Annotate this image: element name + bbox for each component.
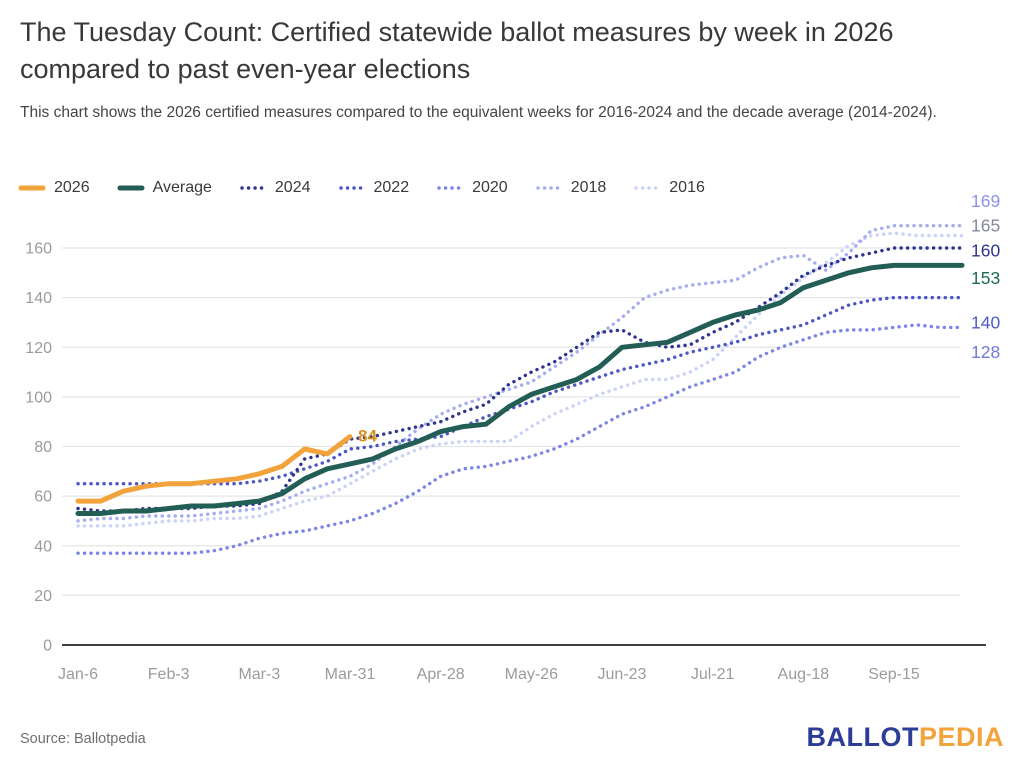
- y-tick-label: 140: [25, 290, 52, 307]
- series-end-label-153: 153: [971, 268, 1000, 288]
- legend-label: 2020: [472, 179, 508, 196]
- y-tick-label: 60: [34, 489, 52, 506]
- legend-item-2018: 2018: [535, 179, 607, 197]
- series-end-label-169: 169: [971, 191, 1000, 211]
- x-tick-label: Mar-31: [325, 666, 376, 683]
- legend-swatch-2018: [535, 186, 562, 190]
- y-tick-label: 100: [25, 389, 52, 406]
- series-line-2026: [75, 434, 353, 504]
- legend-swatch-2022: [338, 186, 365, 190]
- annotation-2026-value: 84: [358, 427, 377, 446]
- logo-text-pedia: PEDIA: [918, 722, 1004, 752]
- logo-text-ballot: BALLOT: [806, 722, 919, 752]
- series-line-2024: [76, 246, 964, 513]
- x-tick-label: Apr-28: [417, 666, 465, 683]
- series-line-2020: [76, 323, 964, 555]
- legend-swatch-average: [117, 185, 145, 191]
- x-tick-label: Jul-21: [691, 666, 735, 683]
- legend-label: 2026: [54, 179, 90, 196]
- legend-swatch-2020: [437, 186, 463, 190]
- y-tick-label: 0: [43, 638, 52, 655]
- series-end-label-128: 128: [971, 342, 1000, 362]
- legend-item-average: Average: [117, 179, 212, 197]
- chart-title: The Tuesday Count: Certified statewide b…: [20, 17, 894, 84]
- legend-swatch-2024: [240, 186, 266, 190]
- legend-item-2020: 2020: [436, 179, 508, 197]
- x-tick-label: Jan-6: [58, 666, 98, 683]
- legend-swatch-2026: [18, 185, 46, 191]
- legend-item-2022: 2022: [338, 179, 410, 197]
- x-tick-label: May-26: [505, 666, 558, 683]
- series-end-label-140: 140: [971, 312, 1000, 332]
- y-tick-label: 160: [25, 241, 52, 258]
- y-tick-label: 80: [34, 439, 52, 456]
- y-tick-label: 20: [34, 588, 52, 605]
- series-line-average: [75, 262, 965, 516]
- series-end-label-160: 160: [971, 240, 1000, 260]
- chart-legend: 2026 Average 2024 2022 2020 2018 2016: [18, 179, 705, 197]
- source-credit: Source: Ballotpedia: [20, 731, 146, 747]
- series-line-2022: [76, 295, 964, 486]
- ballotpedia-logo: BALLOTPEDIA: [806, 722, 1004, 753]
- legend-label: 2016: [669, 179, 705, 196]
- legend-label: 2024: [274, 179, 311, 196]
- legend-label: 2018: [570, 179, 607, 196]
- x-tick-label: Sep-15: [868, 666, 920, 683]
- y-tick-label: 40: [34, 538, 52, 555]
- chart-subtitle: This chart shows the 2026 certified meas…: [20, 104, 937, 121]
- x-tick-label: Jun-23: [598, 666, 647, 683]
- legend-label: Average: [152, 179, 212, 196]
- x-tick-label: Feb-3: [148, 666, 190, 683]
- series-line-2018: [76, 223, 964, 523]
- series-end-label-165: 165: [971, 216, 1000, 236]
- legend-item-2016: 2016: [633, 179, 705, 197]
- legend-swatch-2016: [634, 186, 660, 190]
- legend-label: 2022: [373, 179, 410, 196]
- x-tick-label: Aug-18: [778, 666, 830, 683]
- legend-item-2026: 2026: [18, 179, 90, 197]
- legend-item-2024: 2024: [239, 179, 311, 197]
- x-tick-label: Mar-3: [238, 666, 280, 683]
- y-tick-label: 120: [25, 340, 52, 357]
